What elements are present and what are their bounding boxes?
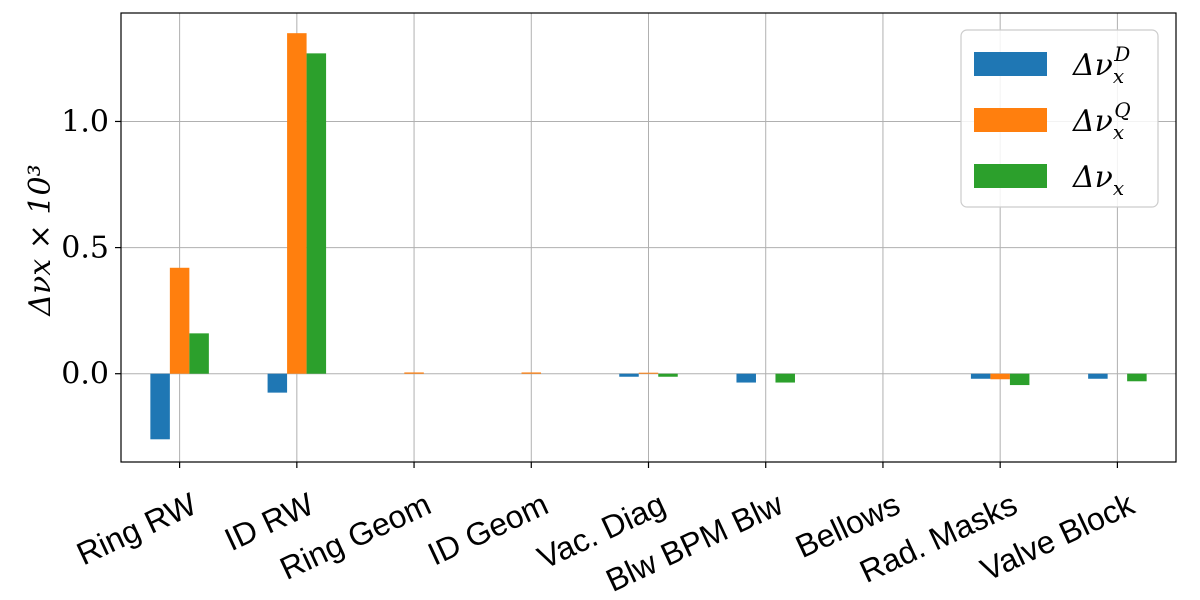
y-axis-label: Δνx × 10³ <box>23 164 58 316</box>
bars <box>150 33 1147 440</box>
legend-label-0: ΔνxD <box>1072 42 1130 88</box>
y-axis-ticks: 0.0 0.5 1.0 <box>61 104 121 392</box>
legend: ΔνxD ΔνxQ Δνx <box>960 29 1159 208</box>
legend-swatch-0 <box>974 52 1047 76</box>
x-tick-label: Ring RW <box>71 485 202 572</box>
bar-series-0-cat-1 <box>267 373 288 393</box>
bar-series-0-cat-5 <box>736 373 756 383</box>
legend-label-2: Δνx <box>1072 160 1124 200</box>
legend-label-1: ΔνxQ <box>1072 98 1131 144</box>
legend-swatch-2 <box>974 164 1047 188</box>
bar-series-1-cat-0 <box>169 267 190 374</box>
x-tick-label: ID Geom <box>422 486 553 573</box>
bar-series-1-cat-2 <box>404 372 424 374</box>
bar-series-1-cat-4 <box>638 372 659 374</box>
bar-series-0-cat-7 <box>970 373 991 379</box>
bar-series-2-cat-8 <box>1127 373 1147 382</box>
bar-series-2-cat-1 <box>306 53 327 374</box>
y-tick-label: 0.5 <box>61 231 109 266</box>
y-tick-label: 0.0 <box>61 357 109 392</box>
bar-series-0-cat-0 <box>150 373 170 440</box>
bar-series-2-cat-5 <box>775 373 795 383</box>
bar-series-0-cat-4 <box>619 373 639 377</box>
bar-series-1-cat-1 <box>287 33 307 374</box>
legend-swatch-1 <box>974 108 1047 132</box>
bar-series-2-cat-7 <box>1009 373 1030 386</box>
bar-series-2-cat-4 <box>658 373 678 377</box>
bar-series-1-cat-3 <box>521 372 542 374</box>
bar-series-1-cat-7 <box>990 373 1010 380</box>
bar-series-0-cat-8 <box>1088 373 1108 379</box>
y-tick-label: 1.0 <box>61 104 109 139</box>
bar-series-2-cat-0 <box>189 333 209 374</box>
